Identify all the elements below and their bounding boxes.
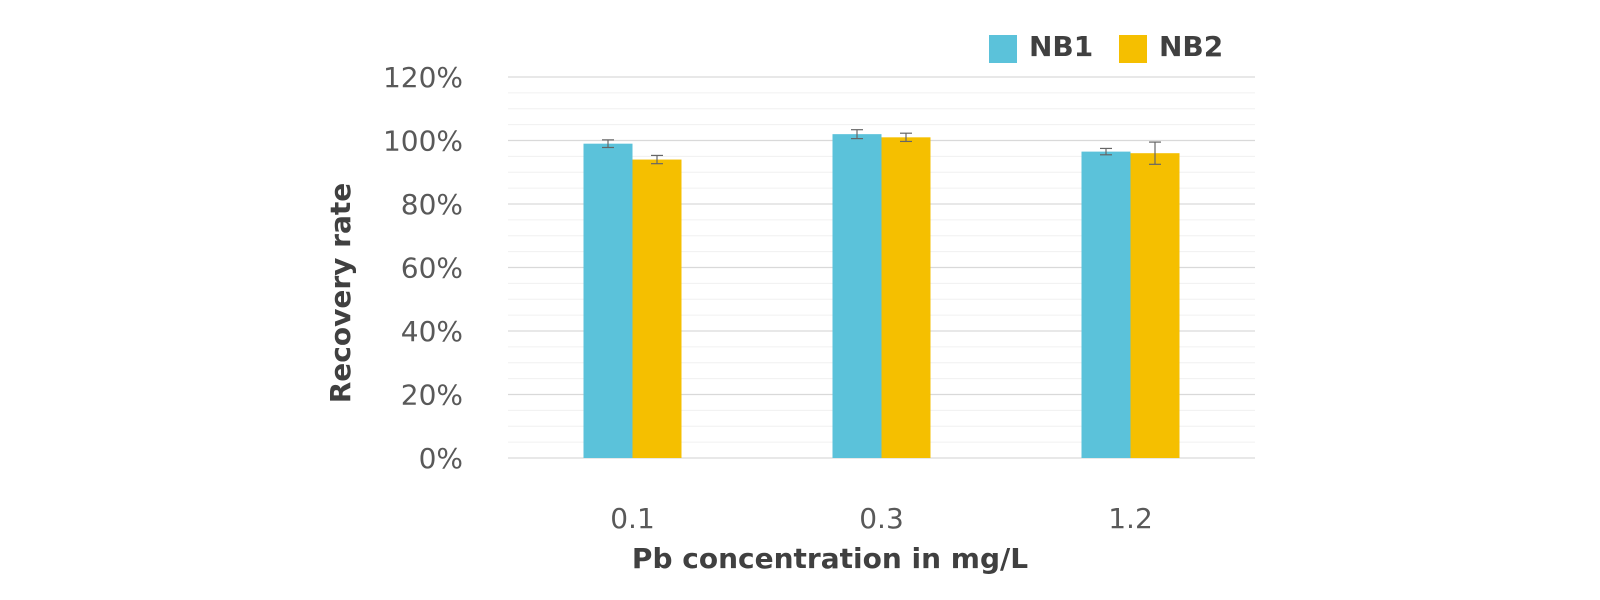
bar-nb2-1.2 [1130, 153, 1180, 458]
y-tick-label: 120% [383, 61, 463, 94]
error-bar [851, 129, 863, 140]
error-bar [602, 139, 614, 149]
y-tick-label: 0% [419, 442, 463, 475]
legend: NB1 NB2 [989, 30, 1223, 63]
y-axis-title: Recovery rate [324, 183, 357, 404]
error-bars [602, 129, 1161, 165]
legend-label-nb2: NB2 [1159, 30, 1223, 63]
x-axis-ticks: 0.1 0.3 1.2 [610, 502, 1153, 535]
bar-nb2-0.1 [632, 159, 682, 459]
bar-nb1-1.2 [1081, 151, 1131, 459]
error-bar [900, 132, 912, 143]
error-bar [651, 154, 663, 165]
bar-nb2-0.3 [881, 137, 931, 458]
error-bar [1100, 147, 1112, 156]
x-tick-label: 0.3 [859, 502, 904, 535]
x-tick-label: 1.2 [1108, 502, 1153, 535]
y-tick-label: 60% [401, 252, 463, 285]
bars [583, 134, 1180, 459]
error-bar [1149, 141, 1161, 165]
y-axis-ticks: 0% 20% 40% 60% 80% 100% 120% [383, 61, 463, 475]
y-tick-label: 80% [401, 188, 463, 221]
x-axis-title: Pb concentration in mg/L [632, 542, 1028, 575]
legend-label-nb1: NB1 [1029, 30, 1093, 63]
bar-nb1-0.1 [583, 143, 633, 459]
bar-nb1-0.3 [832, 134, 882, 458]
y-tick-label: 100% [383, 125, 463, 158]
legend-swatch-nb2 [1119, 35, 1147, 63]
y-tick-label: 40% [401, 315, 463, 348]
x-tick-label: 0.1 [610, 502, 655, 535]
y-tick-label: 20% [401, 379, 463, 412]
legend-swatch-nb1 [989, 35, 1017, 63]
